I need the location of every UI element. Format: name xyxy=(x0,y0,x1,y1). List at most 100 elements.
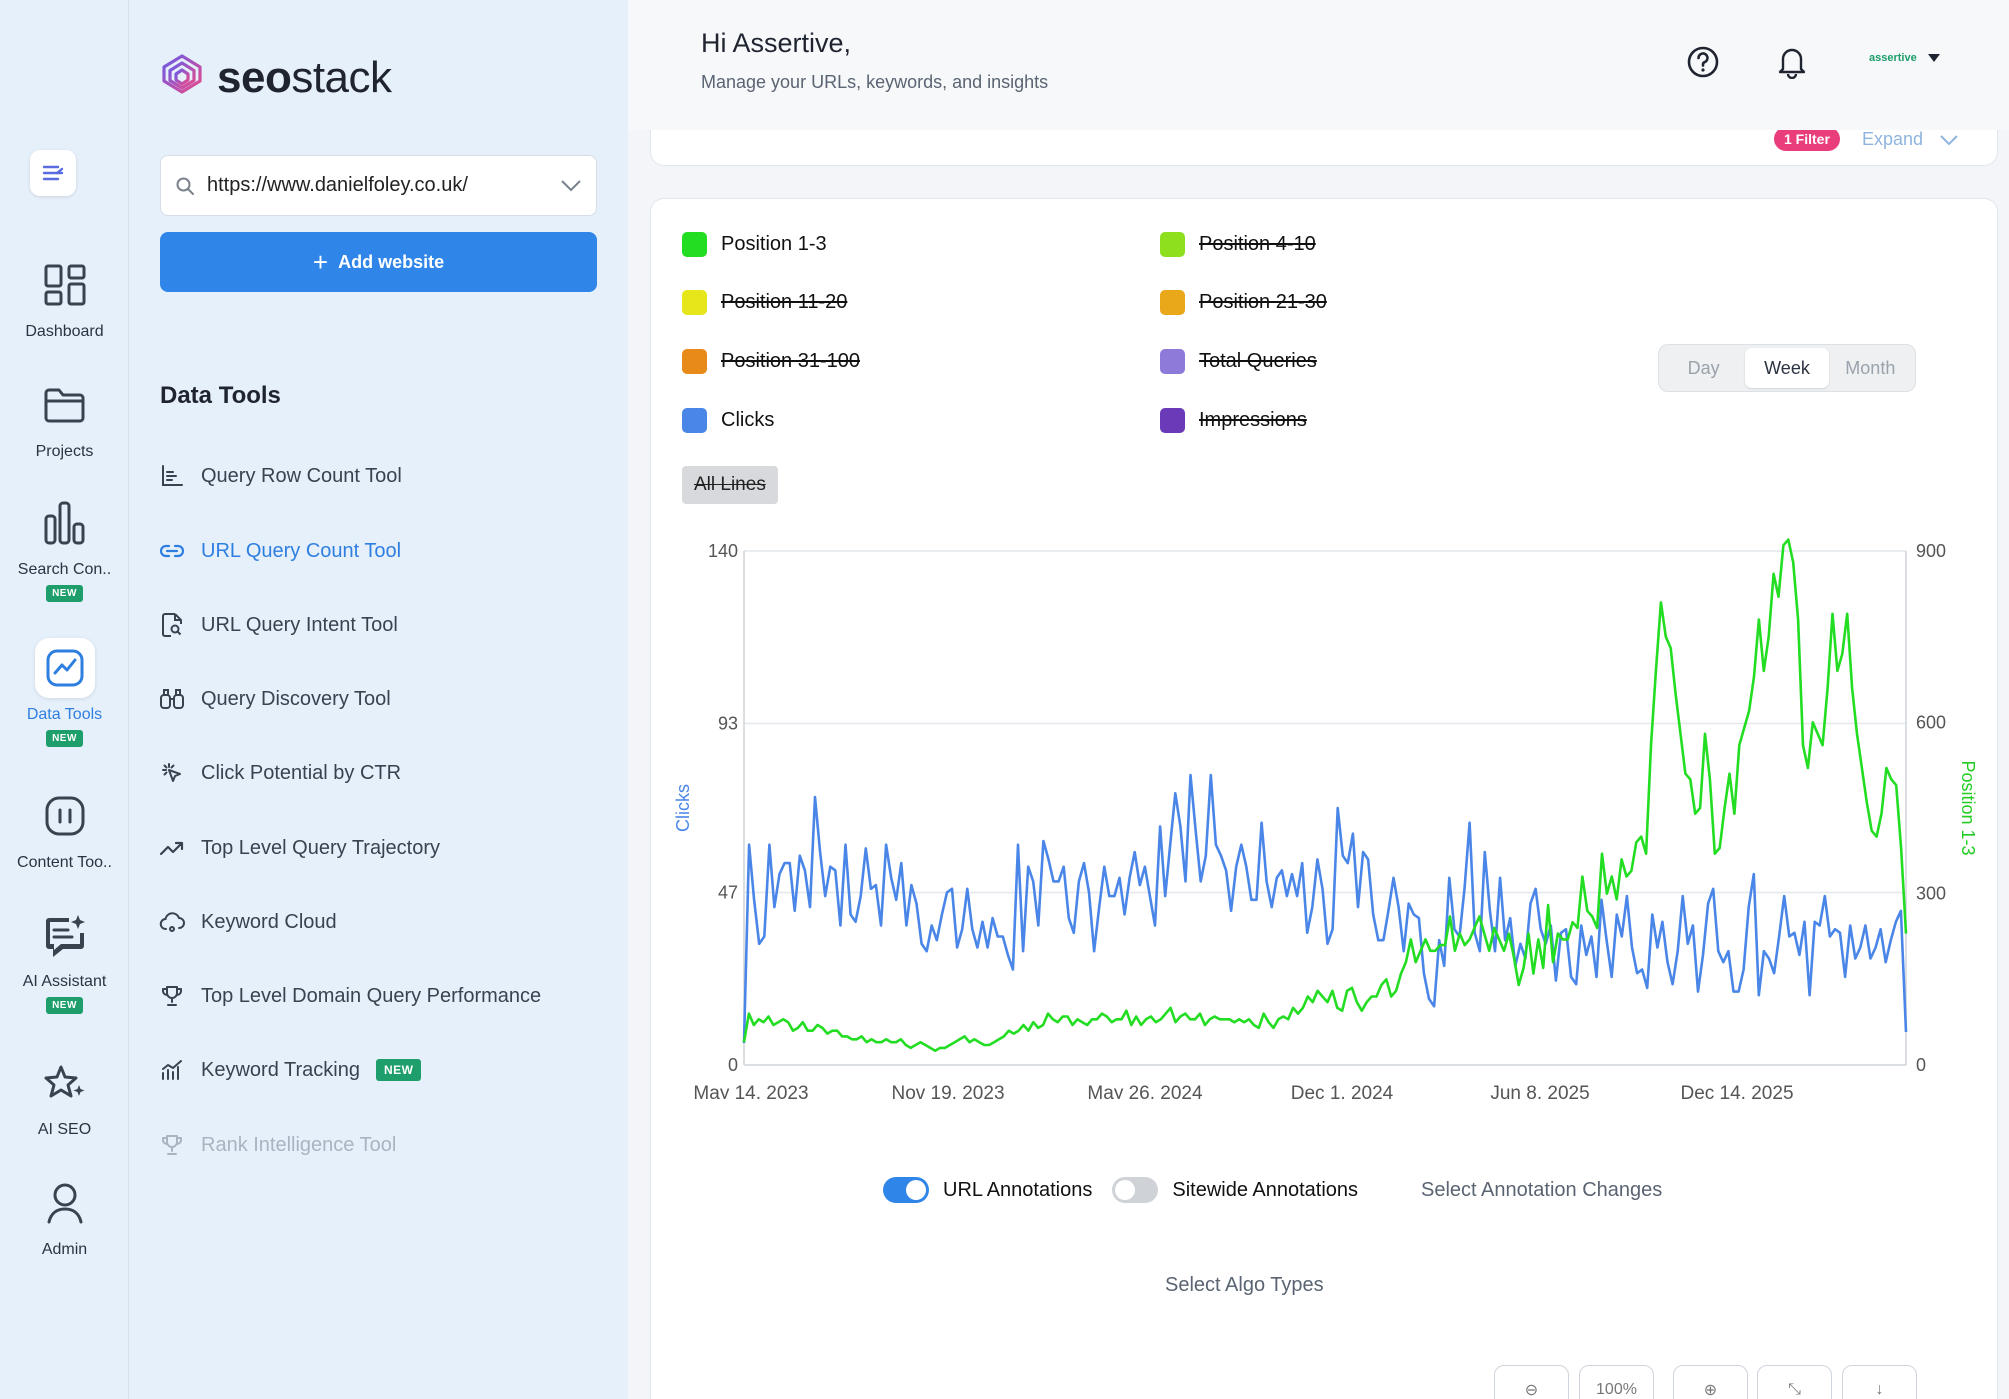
tool-url-query-count[interactable]: URL Query Count Tool xyxy=(159,538,401,564)
zoom-level[interactable]: 100% xyxy=(1579,1365,1654,1399)
y-left-axis-title: Clicks xyxy=(673,784,693,832)
url-annotations-toggle[interactable]: URL Annotations xyxy=(883,1177,1092,1203)
doc-search-icon xyxy=(159,612,185,638)
url-annotations-switch[interactable] xyxy=(883,1177,929,1203)
rail-item-dashboard[interactable]: Dashboard xyxy=(0,255,129,341)
period-selector: Day Week Month xyxy=(1658,344,1916,392)
help-icon[interactable] xyxy=(1685,44,1721,80)
seostack-logo-icon xyxy=(162,54,202,94)
sitewide-annotations-switch[interactable] xyxy=(1112,1177,1159,1203)
account-name: assertive xyxy=(1869,52,1917,64)
legend-item-clicks[interactable]: Clicks xyxy=(682,408,774,433)
legend-item-position-1-3[interactable]: Position 1-3 xyxy=(682,232,827,257)
chart-card: Position 1-3 Position 4-10 Position 11-2… xyxy=(650,198,1998,1399)
legend-item-position-31-100[interactable]: Position 31-100 xyxy=(682,349,860,374)
line-chart: 0 47 93 140 0 300 600 900 May 14, 2023 Nov 19, 20… xyxy=(673,538,1978,1099)
menu-toggle-button[interactable] xyxy=(30,150,76,196)
link-icon xyxy=(159,538,185,564)
rail-item-data-tools[interactable]: Data Tools NEW xyxy=(0,638,129,747)
rail-item-search-console[interactable]: Search Con.. NEW xyxy=(0,493,129,602)
legend-item-position-11-20[interactable]: Position 11-20 xyxy=(682,290,847,315)
zoom-out-icon: ⊖ xyxy=(1524,1382,1539,1399)
x-tick-label: May 26, 2024 xyxy=(1087,1083,1203,1099)
account-menu[interactable]: assertive xyxy=(1869,52,1941,64)
logo[interactable]: seostack xyxy=(159,52,392,104)
icon-rail: Dashboard Projects Search Con.. NEW Data… xyxy=(0,0,129,1399)
legend-item-position-4-10[interactable]: Position 4-10 xyxy=(1160,232,1316,257)
add-website-button[interactable]: + Add website xyxy=(160,232,597,292)
y-left-tick-label: 47 xyxy=(718,882,738,902)
tool-click-potential[interactable]: Click Potential by CTR xyxy=(159,760,401,786)
new-badge: NEW xyxy=(46,997,83,1014)
y-right-tick-label: 900 xyxy=(1916,541,1946,561)
y-left-tick-label: 0 xyxy=(728,1055,738,1075)
rail-item-ai-assistant[interactable]: AI Assistant NEW xyxy=(0,905,129,1014)
x-tick-label: May 14, 2023 xyxy=(693,1083,808,1099)
rail-item-content-tools[interactable]: Content Too.. xyxy=(0,786,129,872)
series-line-clicks xyxy=(742,773,1908,1044)
tools-panel: seostack https://www.danielfoley.co.uk/ … xyxy=(129,0,628,1399)
tool-top-level-query-trajectory[interactable]: Top Level Query Trajectory xyxy=(159,835,440,861)
legend-swatch xyxy=(1160,408,1185,433)
x-tick-label: Dec 14, 2025 xyxy=(1680,1083,1793,1099)
legend-swatch xyxy=(682,232,707,257)
download-button[interactable]: ↓ xyxy=(1842,1365,1917,1399)
zoom-in-button[interactable]: ⊕ xyxy=(1673,1365,1748,1399)
tool-rank-intelligence: Rank Intelligence Tool xyxy=(159,1132,396,1158)
algo-types-select[interactable]: Select Algo Types xyxy=(1165,1274,1324,1296)
logo-text: seostack xyxy=(217,53,392,102)
x-tick-label: Jun 8, 2025 xyxy=(1490,1083,1589,1099)
rail-item-projects[interactable]: Projects xyxy=(0,375,129,461)
menu-collapse-icon xyxy=(42,165,64,181)
filter-count-badge[interactable]: 1 Filter xyxy=(1774,127,1840,151)
website-select-value: https://www.danielfoley.co.uk/ xyxy=(207,174,468,196)
star-sparkle-icon xyxy=(35,1053,95,1113)
annotation-changes-select[interactable]: Select Annotation Changes xyxy=(1421,1179,1663,1201)
legend-swatch xyxy=(682,408,707,433)
legend-item-position-21-30[interactable]: Position 21-30 xyxy=(1160,290,1327,315)
new-badge: NEW xyxy=(46,585,83,602)
dashboard-icon xyxy=(35,255,95,315)
cloud-icon xyxy=(159,909,185,935)
all-lines-toggle[interactable]: All Lines xyxy=(682,466,778,504)
tool-url-query-intent[interactable]: URL Query Intent Tool xyxy=(159,612,398,638)
x-tick-label: Dec 1, 2024 xyxy=(1291,1083,1394,1099)
legend-item-impressions[interactable]: Impressions xyxy=(1160,408,1307,433)
period-day[interactable]: Day xyxy=(1687,357,1720,378)
tool-query-row-count[interactable]: Query Row Count Tool xyxy=(159,463,402,489)
panel-heading: Data Tools xyxy=(160,382,281,409)
new-badge: NEW xyxy=(375,1059,422,1081)
tool-keyword-tracking[interactable]: Keyword Tracking NEW xyxy=(159,1057,422,1083)
legend-swatch xyxy=(1160,232,1185,257)
legend-item-total-queries[interactable]: Total Queries xyxy=(1160,349,1317,374)
tool-query-discovery[interactable]: Query Discovery Tool xyxy=(159,686,391,712)
content-icon xyxy=(35,786,95,846)
collapse-icon: ⤡ xyxy=(1788,1381,1801,1398)
website-select[interactable]: https://www.danielfoley.co.uk/ xyxy=(160,155,597,216)
trend-icon xyxy=(34,638,95,698)
search-icon xyxy=(176,177,194,195)
tool-keyword-cloud[interactable]: Keyword Cloud xyxy=(159,909,337,935)
rail-item-admin[interactable]: Admin xyxy=(0,1173,129,1259)
tool-top-level-domain-query-performance[interactable]: Top Level Domain Query Performance xyxy=(159,983,541,1009)
expand-filters-button[interactable]: Expand xyxy=(1862,129,1959,150)
period-month[interactable]: Month xyxy=(1845,357,1896,378)
series-line-position-1-3 xyxy=(742,538,1908,1053)
rail-item-ai-seo[interactable]: AI SEO xyxy=(0,1053,129,1139)
chevron-down-icon xyxy=(1940,134,1958,145)
signal-chart-icon xyxy=(159,1057,185,1083)
new-badge: NEW xyxy=(46,730,83,747)
zoom-in-icon: ⊕ xyxy=(1703,1382,1718,1399)
plus-icon: + xyxy=(312,247,329,277)
y-right-tick-label: 300 xyxy=(1916,884,1946,904)
fit-screen-button[interactable]: ⤡ xyxy=(1757,1365,1832,1399)
period-week[interactable]: Week xyxy=(1745,348,1829,388)
notification-bell-icon[interactable] xyxy=(1774,44,1810,80)
caret-down-icon xyxy=(1927,54,1940,62)
legend-swatch xyxy=(1160,349,1185,374)
sitewide-annotations-toggle[interactable]: Sitewide Annotations xyxy=(1112,1177,1358,1203)
zoom-out-button[interactable]: ⊖ xyxy=(1494,1365,1569,1399)
x-tick-label: Nov 19, 2023 xyxy=(891,1083,1004,1099)
page-header: Hi Assertive, Manage your URLs, keywords… xyxy=(628,0,2009,130)
trend-up-icon xyxy=(159,835,185,861)
